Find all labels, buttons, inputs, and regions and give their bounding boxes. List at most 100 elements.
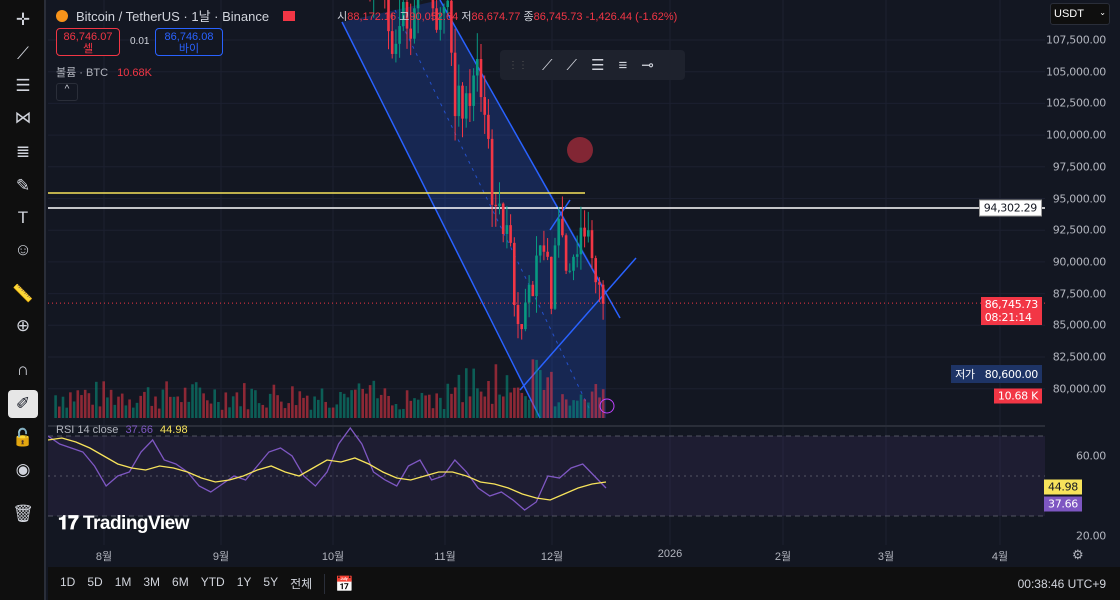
drawing-mode-icon[interactable]: ✐ <box>8 390 38 418</box>
candle-body <box>494 204 498 207</box>
volume-bar <box>194 382 198 418</box>
volume-bar <box>161 389 165 418</box>
volume-bar <box>169 396 172 418</box>
rsi-ma-tag: 44.98 <box>1044 479 1082 495</box>
flag-icon[interactable] <box>283 10 296 21</box>
range-5Y[interactable]: 5Y <box>263 575 279 589</box>
volume-bar <box>135 402 139 418</box>
volume-bar <box>165 381 168 418</box>
text-icon[interactable]: T <box>17 208 29 227</box>
time-axis-label: 11월 <box>434 551 456 563</box>
ray-line-icon[interactable]: ⟋ <box>542 56 553 74</box>
collapse-legend-button[interactable]: ^ <box>56 83 78 101</box>
volume-bar <box>557 402 561 418</box>
volume-bar <box>379 394 383 418</box>
price-axis-label: 80,000.00 <box>1052 382 1107 396</box>
candle-body <box>461 85 464 119</box>
chart-pane[interactable]: Bitcoin / TetherUS · 1날 · Binance 시88,17… <box>48 0 1045 565</box>
volume-bar <box>576 400 579 418</box>
candle-body <box>587 230 590 237</box>
volume-bar <box>472 368 475 418</box>
volume-bar <box>483 396 487 418</box>
volume-bar <box>228 407 231 418</box>
volume-bar <box>505 375 509 418</box>
volume-bar <box>428 394 431 418</box>
range-YTD[interactable]: YTD <box>200 575 225 589</box>
trend-line-icon[interactable]: ⟋ <box>17 44 29 63</box>
volume-bar <box>143 391 146 418</box>
candle-body <box>398 26 401 44</box>
zoom-icon[interactable]: ⊕ <box>15 316 31 335</box>
volume-bar <box>272 384 276 418</box>
candle-body <box>405 1 409 29</box>
volume-bar <box>431 408 435 418</box>
range-1Y[interactable]: 1Y <box>236 575 252 589</box>
volume-bar <box>398 409 401 418</box>
pattern-icon[interactable]: ⋈ <box>14 108 32 127</box>
candle-body <box>579 227 583 255</box>
currency-select[interactable]: USDT ⌄ <box>1050 3 1110 25</box>
volume-bar <box>413 398 416 418</box>
fib-icon[interactable]: ☰ <box>15 76 31 95</box>
candle-body <box>564 235 568 271</box>
range-3M[interactable]: 3M <box>143 575 161 589</box>
eye-icon[interactable]: ◉ <box>15 460 31 479</box>
range-5D[interactable]: 5D <box>87 575 103 589</box>
candle-body <box>535 255 538 297</box>
candle-body <box>520 324 523 330</box>
price-axis-label: 97,500.00 <box>1052 160 1107 174</box>
fib-retracement-icon[interactable]: ☰ <box>591 57 605 74</box>
clock[interactable]: 00:38:46 UTC+9 <box>1017 576 1106 591</box>
range-1M[interactable]: 1M <box>114 575 132 589</box>
volume-bar <box>494 364 498 418</box>
ruler-icon[interactable]: 📏 <box>12 284 34 303</box>
volume-bar <box>206 400 209 418</box>
buy-button[interactable]: 86,746.08 바이 <box>155 28 223 56</box>
candle-body <box>390 31 394 54</box>
volume-bar <box>424 395 427 418</box>
range-전체[interactable]: 전체 <box>290 577 313 591</box>
crosshair-icon[interactable]: ✛ <box>15 10 31 29</box>
volume-bar <box>61 396 65 418</box>
settings-icon[interactable]: ⚙ <box>1072 547 1084 562</box>
extended-line-icon[interactable]: ⟋ <box>566 56 578 74</box>
time-axis-label: 10월 <box>321 551 345 563</box>
range-1D[interactable]: 1D <box>60 575 76 589</box>
brush-icon[interactable]: ✎ <box>15 176 31 195</box>
chart-canvas[interactable] <box>48 0 1045 565</box>
volume-bar <box>453 387 457 418</box>
volume-bar <box>391 405 394 418</box>
volume-bar <box>146 387 150 418</box>
volume-bar <box>331 407 335 418</box>
range-6M[interactable]: 6M <box>172 575 189 589</box>
volume-bar <box>476 388 479 418</box>
volume-value: 10.68K <box>117 67 152 79</box>
volume-bar <box>172 396 176 418</box>
volume-bar <box>280 401 283 418</box>
volume-bar <box>461 402 464 418</box>
horizontal-ray-icon[interactable]: ⊸ <box>641 57 654 74</box>
candle-body <box>590 230 594 259</box>
symbol-title[interactable]: Bitcoin / TetherUS · 1날 · Binance <box>76 9 270 24</box>
volume-bar <box>468 396 472 418</box>
bottom-toolbar: 1D 5D 1M 3M 6M YTD 1Y 5Y 전체 📅 00:38:46 UTC+9 <box>48 567 1120 600</box>
volume-bar <box>217 401 220 418</box>
volume-bar <box>198 387 202 418</box>
drag-handle-icon[interactable]: ⋮⋮ <box>508 59 528 71</box>
trash-icon[interactable]: 🗑 <box>12 504 34 523</box>
goto-date-icon[interactable]: 📅 <box>335 575 354 593</box>
emoji-icon[interactable]: ☺ <box>14 240 32 259</box>
volume-bar <box>58 406 61 418</box>
candle-body <box>431 0 435 9</box>
candle-body <box>439 13 442 30</box>
volume-bar <box>409 400 413 418</box>
price-axis[interactable]: USDT ⌄ 107,500.00 105,000.00 102,500.00 100,… <box>951 0 1120 565</box>
projection-icon[interactable]: ≣ <box>15 142 31 161</box>
candle-body <box>450 0 453 53</box>
lock-icon[interactable]: 🔓 <box>12 428 34 447</box>
magnet-icon[interactable]: ∩ <box>16 360 30 379</box>
candle-body <box>542 245 546 252</box>
candle-body <box>561 218 564 236</box>
sell-button[interactable]: 86,746.07 셀 <box>56 28 120 56</box>
parallel-lines-icon[interactable]: ≡ <box>618 56 628 74</box>
